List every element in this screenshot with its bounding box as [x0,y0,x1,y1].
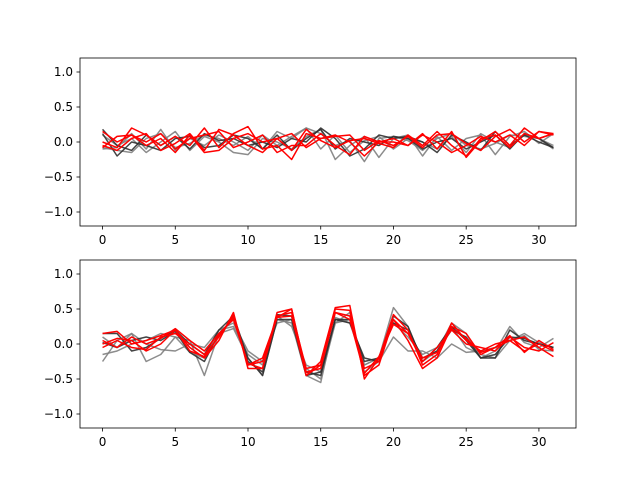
y-tick-label: −0.5 [44,170,73,184]
series-lines [101,304,554,384]
x-tick-label: 0 [99,435,107,449]
series-line-7 [102,128,554,154]
x-tick-label: 25 [459,435,474,449]
y-tick-label: 0.0 [54,135,73,149]
y-tick-label: −1.0 [44,205,73,219]
y-tick-label: 1.0 [54,267,73,281]
series-line-9 [102,130,554,156]
x-tick-label: 15 [313,435,328,449]
y-tick-label: 0.5 [54,302,73,316]
y-tick-label: 0.0 [54,337,73,351]
y-tick-label: −1.0 [44,407,73,421]
x-tick-label: 20 [386,435,401,449]
x-tick-label: 25 [459,233,474,247]
y-tick-label: −0.5 [44,372,73,386]
x-tick-label: 5 [171,435,179,449]
series-line-9 [102,308,554,375]
y-tick-label: 0.5 [54,100,73,114]
x-tick-label: 20 [386,233,401,247]
subplot-bottom: 0 5 10 15 20 25 30 −1.0 −0.5 0.0 0.5 1.0 [44,259,577,449]
x-tick-label: 30 [531,233,546,247]
x-tick-label: 0 [99,233,107,247]
series-line-8 [102,128,554,157]
series-lines [101,125,554,163]
x-tick-label: 5 [171,233,179,247]
y-tick-label: 1.0 [54,65,73,79]
x-tick-label: 10 [240,233,255,247]
subplot-top: 0 5 10 15 20 25 30 −1.0 −0.5 0.0 0.5 1.0 [44,57,577,247]
x-tick-label: 10 [240,435,255,449]
x-tick-label: 15 [313,233,328,247]
x-tick-label: 30 [531,435,546,449]
